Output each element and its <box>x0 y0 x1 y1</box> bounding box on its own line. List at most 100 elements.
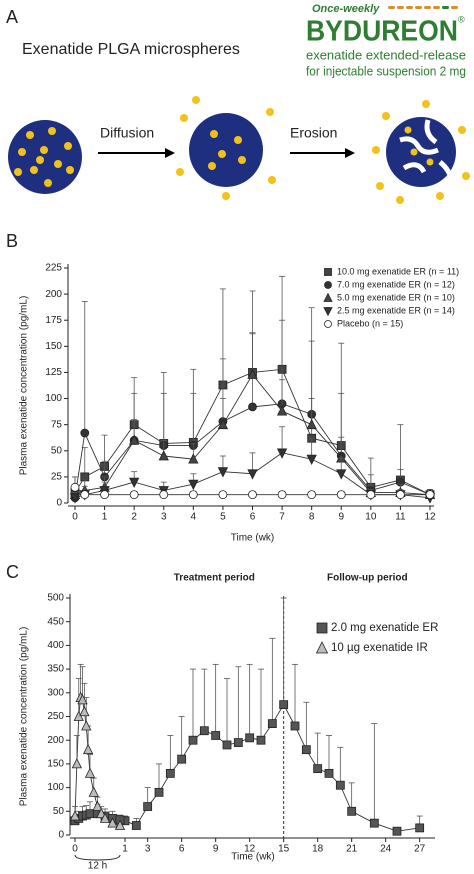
marker <box>131 821 141 830</box>
y-tick-label: 150 <box>47 759 64 770</box>
marker <box>129 477 140 489</box>
microsphere-diffusion <box>176 96 276 200</box>
marker <box>290 721 300 731</box>
series-line <box>74 373 431 496</box>
step-label: Erosion <box>290 125 337 141</box>
marker <box>99 812 111 823</box>
x-tick-label: 12 <box>424 512 436 523</box>
x-tick-label: 0 <box>72 844 78 855</box>
x-tick-label: 18 <box>312 844 324 855</box>
x-tick-label: 6 <box>250 512 256 523</box>
y-tick-label: 125 <box>45 367 62 378</box>
x-tick-label: 6 <box>179 844 185 855</box>
series-line <box>74 403 431 498</box>
marker <box>245 733 255 743</box>
x-tick-label: 10 <box>365 512 377 523</box>
x-tick-label: 3 <box>145 844 151 855</box>
y-tick-label: 50 <box>51 445 63 456</box>
marker <box>80 490 90 500</box>
marker <box>217 467 229 478</box>
marker <box>248 402 257 412</box>
marker <box>211 731 221 740</box>
marker <box>177 754 187 764</box>
marker <box>335 780 345 790</box>
microsphere-erosion <box>372 100 470 204</box>
x-tick-label: 12 <box>244 844 256 855</box>
marker <box>307 490 317 500</box>
marker <box>425 490 435 500</box>
x-tick-label: 27 <box>414 844 426 855</box>
legend-label: 10 µg exenatide IR <box>331 642 428 654</box>
marker <box>306 418 317 430</box>
marker <box>81 720 92 731</box>
y-tick-label: 100 <box>45 393 62 404</box>
brand-line: exenatide extended-release <box>306 48 466 62</box>
y-tick-label: 350 <box>47 664 64 675</box>
legend-marker <box>324 281 332 289</box>
brand-tagline: Once-weekly <box>312 3 380 15</box>
y-tick-label: 50 <box>53 806 65 817</box>
arrow-head <box>345 148 355 158</box>
marker <box>158 450 169 461</box>
marker <box>279 700 289 710</box>
legend-label: Placebo (n = 15) <box>337 318 403 328</box>
marker <box>347 806 357 816</box>
marker <box>369 818 379 828</box>
y-tick-label: 225 <box>45 263 62 274</box>
legend-marker <box>324 268 332 276</box>
marker <box>248 490 257 500</box>
legend-label: 5.0 mg exenatide ER (n = 10) <box>337 292 455 302</box>
x-tick-label: 8 <box>309 512 315 523</box>
marker <box>336 469 347 480</box>
annotation: Treatment period <box>174 573 255 584</box>
x-tick-label: 1 <box>122 844 128 855</box>
marker <box>217 418 229 430</box>
marker <box>222 740 232 750</box>
marker <box>301 745 311 755</box>
panel-label: C <box>6 562 19 582</box>
marker <box>366 490 376 500</box>
marker <box>143 802 153 811</box>
marker <box>77 694 88 705</box>
x-tick-label: 3 <box>161 512 167 523</box>
panel-label: B <box>6 231 18 251</box>
y-tick-label: 150 <box>45 341 62 352</box>
marker <box>188 479 199 491</box>
arrow-head <box>165 148 175 158</box>
marker <box>188 453 199 464</box>
y-tick-label: 400 <box>47 640 64 651</box>
panel-label: A <box>6 7 18 27</box>
marker <box>165 768 175 778</box>
marker <box>188 735 198 745</box>
y-tick-label: 450 <box>47 616 64 627</box>
x-tick-label: 15 <box>278 844 290 855</box>
step-label: Diffusion <box>100 125 154 141</box>
marker <box>277 490 287 500</box>
marker <box>70 482 80 492</box>
marker <box>129 434 140 445</box>
hour-bracket <box>74 854 121 861</box>
marker <box>154 787 164 797</box>
marker <box>276 448 288 459</box>
marker <box>336 490 346 500</box>
marker <box>276 405 288 416</box>
legend-marker <box>323 307 333 317</box>
marker <box>392 826 402 836</box>
y-tick-label: 0 <box>56 498 62 509</box>
y-tick-label: 200 <box>47 735 64 746</box>
legend-label: 7.0 mg exenatide ER (n = 12) <box>337 279 455 289</box>
marker <box>267 719 277 729</box>
x-axis-label: Time (wk) <box>231 533 275 544</box>
marker <box>100 490 109 500</box>
marker <box>114 819 126 830</box>
marker <box>199 726 209 736</box>
x-tick-label: 2 <box>131 512 137 523</box>
y-tick-label: 300 <box>47 687 64 698</box>
y-tick-label: 175 <box>45 315 62 326</box>
x-tick-label: 11 <box>395 512 406 523</box>
marker <box>129 490 139 500</box>
x-tick-label: 21 <box>346 844 358 855</box>
y-tick-label: 200 <box>45 289 62 300</box>
legend-label: 10.0 mg exenatide ER (n = 11) <box>337 266 459 276</box>
